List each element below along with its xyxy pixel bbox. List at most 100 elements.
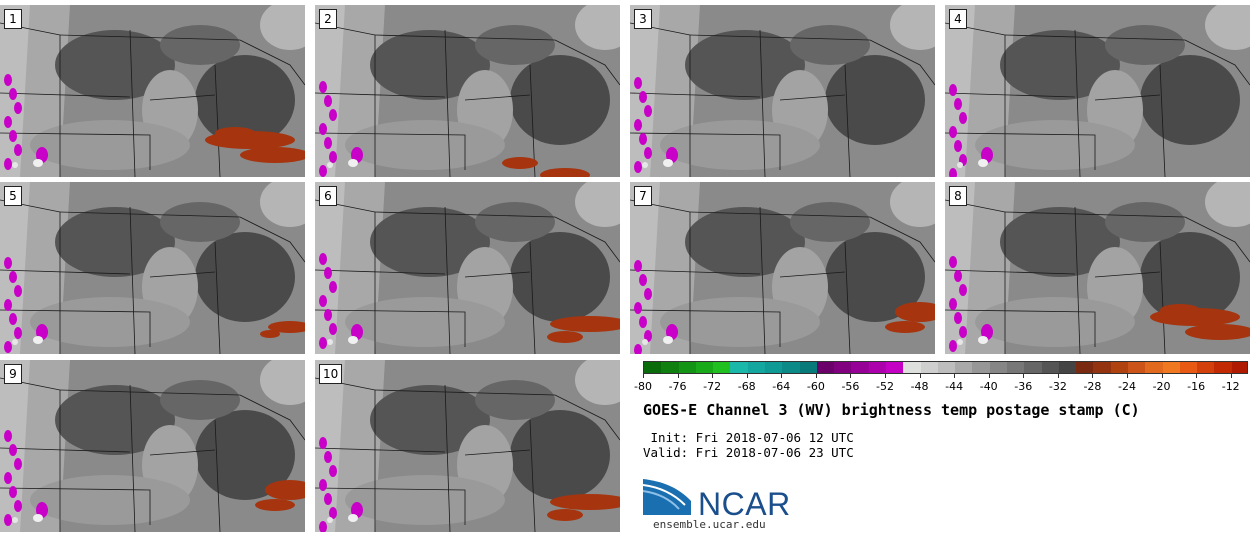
colorbar-bin	[1145, 362, 1164, 373]
colorbar-bin	[1162, 362, 1181, 373]
panel-label-6: 6	[319, 186, 337, 206]
colorbar-tick-mark	[919, 374, 921, 378]
init-time: Init: Fri 2018-07-06 12 UTC	[650, 430, 854, 445]
colorbar-bin	[1214, 362, 1233, 373]
colorbar-bin	[920, 362, 939, 373]
colorbar-tick-label: -56	[841, 380, 860, 393]
colorbar-bin	[695, 362, 714, 373]
colorbar-bin	[1024, 362, 1043, 373]
colorbar-bin	[799, 362, 818, 373]
colorbar-bin	[886, 362, 904, 373]
panel-label-10: 10	[319, 364, 343, 384]
colorbar-tick-label: -68	[737, 380, 756, 393]
colorbar-bin	[661, 362, 680, 373]
colorbar-tick-mark	[1161, 374, 1163, 378]
wv-map-5	[0, 182, 305, 354]
colorbar-bin	[713, 362, 731, 373]
colorbar-bin	[747, 362, 766, 373]
colorbar-tick-label: -36	[1014, 380, 1033, 393]
colorbar-tick-label: -24	[1118, 380, 1136, 393]
colorbar-bin	[937, 362, 956, 373]
colorbar-tick-label: -76	[668, 380, 687, 393]
colorbar-tick-label: -72	[703, 380, 722, 393]
colorbar-tick-mark	[1230, 374, 1232, 378]
colorbar-bin	[972, 362, 991, 373]
panel-member-9: 9	[0, 360, 305, 532]
panel-member-3: 3	[630, 5, 935, 177]
colorbar-tick-mark	[1127, 374, 1128, 378]
colorbar-tick-label: -52	[876, 380, 894, 393]
colorbar-bin	[730, 362, 749, 373]
colorbar-tick-label: -60	[806, 380, 825, 393]
colorbar-bin	[678, 362, 697, 373]
panel-member-10: 10	[315, 360, 620, 532]
colorbar-bin	[765, 362, 783, 373]
colorbar-bin	[816, 362, 835, 373]
wv-map-8	[945, 182, 1250, 354]
panel-label-9: 9	[4, 364, 22, 384]
colorbar-bin	[1110, 362, 1129, 373]
wv-map-2	[315, 5, 620, 177]
wv-map-9	[0, 360, 305, 532]
panel-label-2: 2	[319, 9, 337, 29]
ncar-logo	[643, 479, 691, 515]
panel-label-3: 3	[634, 9, 652, 29]
panel-label-4: 4	[949, 9, 967, 29]
panel-member-1: 1	[0, 5, 305, 177]
panel-member-8: 8	[945, 182, 1250, 354]
colorbar-bin	[1058, 362, 1077, 373]
colorbar-bin	[989, 362, 1008, 373]
colorbar-tick-mark	[643, 374, 644, 378]
colorbar-tick-mark	[1092, 374, 1094, 378]
colorbar-tick-mark	[677, 374, 679, 378]
colorbar-tick-mark	[712, 374, 714, 378]
colorbar-tick-label: -40	[979, 380, 998, 393]
colorbar-bin	[834, 362, 852, 373]
colorbar-bin	[851, 362, 870, 373]
colorbar-tick-mark	[954, 374, 956, 378]
colorbar-tick-label: -12	[1221, 380, 1240, 393]
colorbar-bin	[1179, 362, 1198, 373]
colorbar-bin	[955, 362, 973, 373]
colorbar-bin	[782, 362, 801, 373]
colorbar-bin	[868, 362, 887, 373]
colorbar-bin	[1041, 362, 1060, 373]
colorbar-bin	[1093, 362, 1112, 373]
figure-title: GOES-E Channel 3 (WV) brightness temp po…	[643, 401, 1140, 419]
colorbar-tick-label: -32	[1048, 380, 1067, 393]
colorbar-tick-mark	[850, 374, 852, 378]
valid-time: Valid: Fri 2018-07-06 23 UTC	[643, 445, 854, 460]
colorbar-tick-label: -64	[772, 380, 791, 393]
panel-label-1: 1	[4, 9, 22, 29]
colorbar-tick-label: -28	[1083, 380, 1102, 393]
panel-member-5: 5	[0, 182, 305, 354]
colorbar-tick-mark	[781, 374, 783, 378]
colorbar-tick-label: -16	[1187, 380, 1206, 393]
panel-member-7: 7	[630, 182, 935, 354]
ncar-logo-text: NCAR	[698, 486, 791, 522]
colorbar-tick-mark	[815, 374, 817, 378]
colorbar-bin	[903, 362, 922, 373]
wv-map-10	[315, 360, 620, 532]
colorbar-bin	[644, 362, 662, 373]
colorbar-bin	[1076, 362, 1094, 373]
colorbar-tick-mark	[885, 374, 886, 378]
logo-url: ensemble.ucar.edu	[653, 518, 766, 531]
wv-map-1	[0, 5, 305, 177]
colorbar-tick-label: -80	[634, 380, 652, 393]
panel-label-5: 5	[4, 186, 22, 206]
colorbar-tick-mark	[1196, 374, 1198, 378]
colorbar-tick-mark	[746, 374, 748, 378]
colorbar-tick-label: -44	[945, 380, 964, 393]
colorbar-bin	[1007, 362, 1025, 373]
wv-map-3	[630, 5, 935, 177]
panel-label-7: 7	[634, 186, 652, 206]
wv-map-4	[945, 5, 1250, 177]
panel-member-2: 2	[315, 5, 620, 177]
panel-member-6: 6	[315, 182, 620, 354]
colorbar-tick-mark	[1023, 374, 1025, 378]
colorbar-tick-label: -48	[910, 380, 929, 393]
colorbar-bin	[1128, 362, 1146, 373]
wv-map-6	[315, 182, 620, 354]
colorbar-tick-mark	[988, 374, 990, 378]
